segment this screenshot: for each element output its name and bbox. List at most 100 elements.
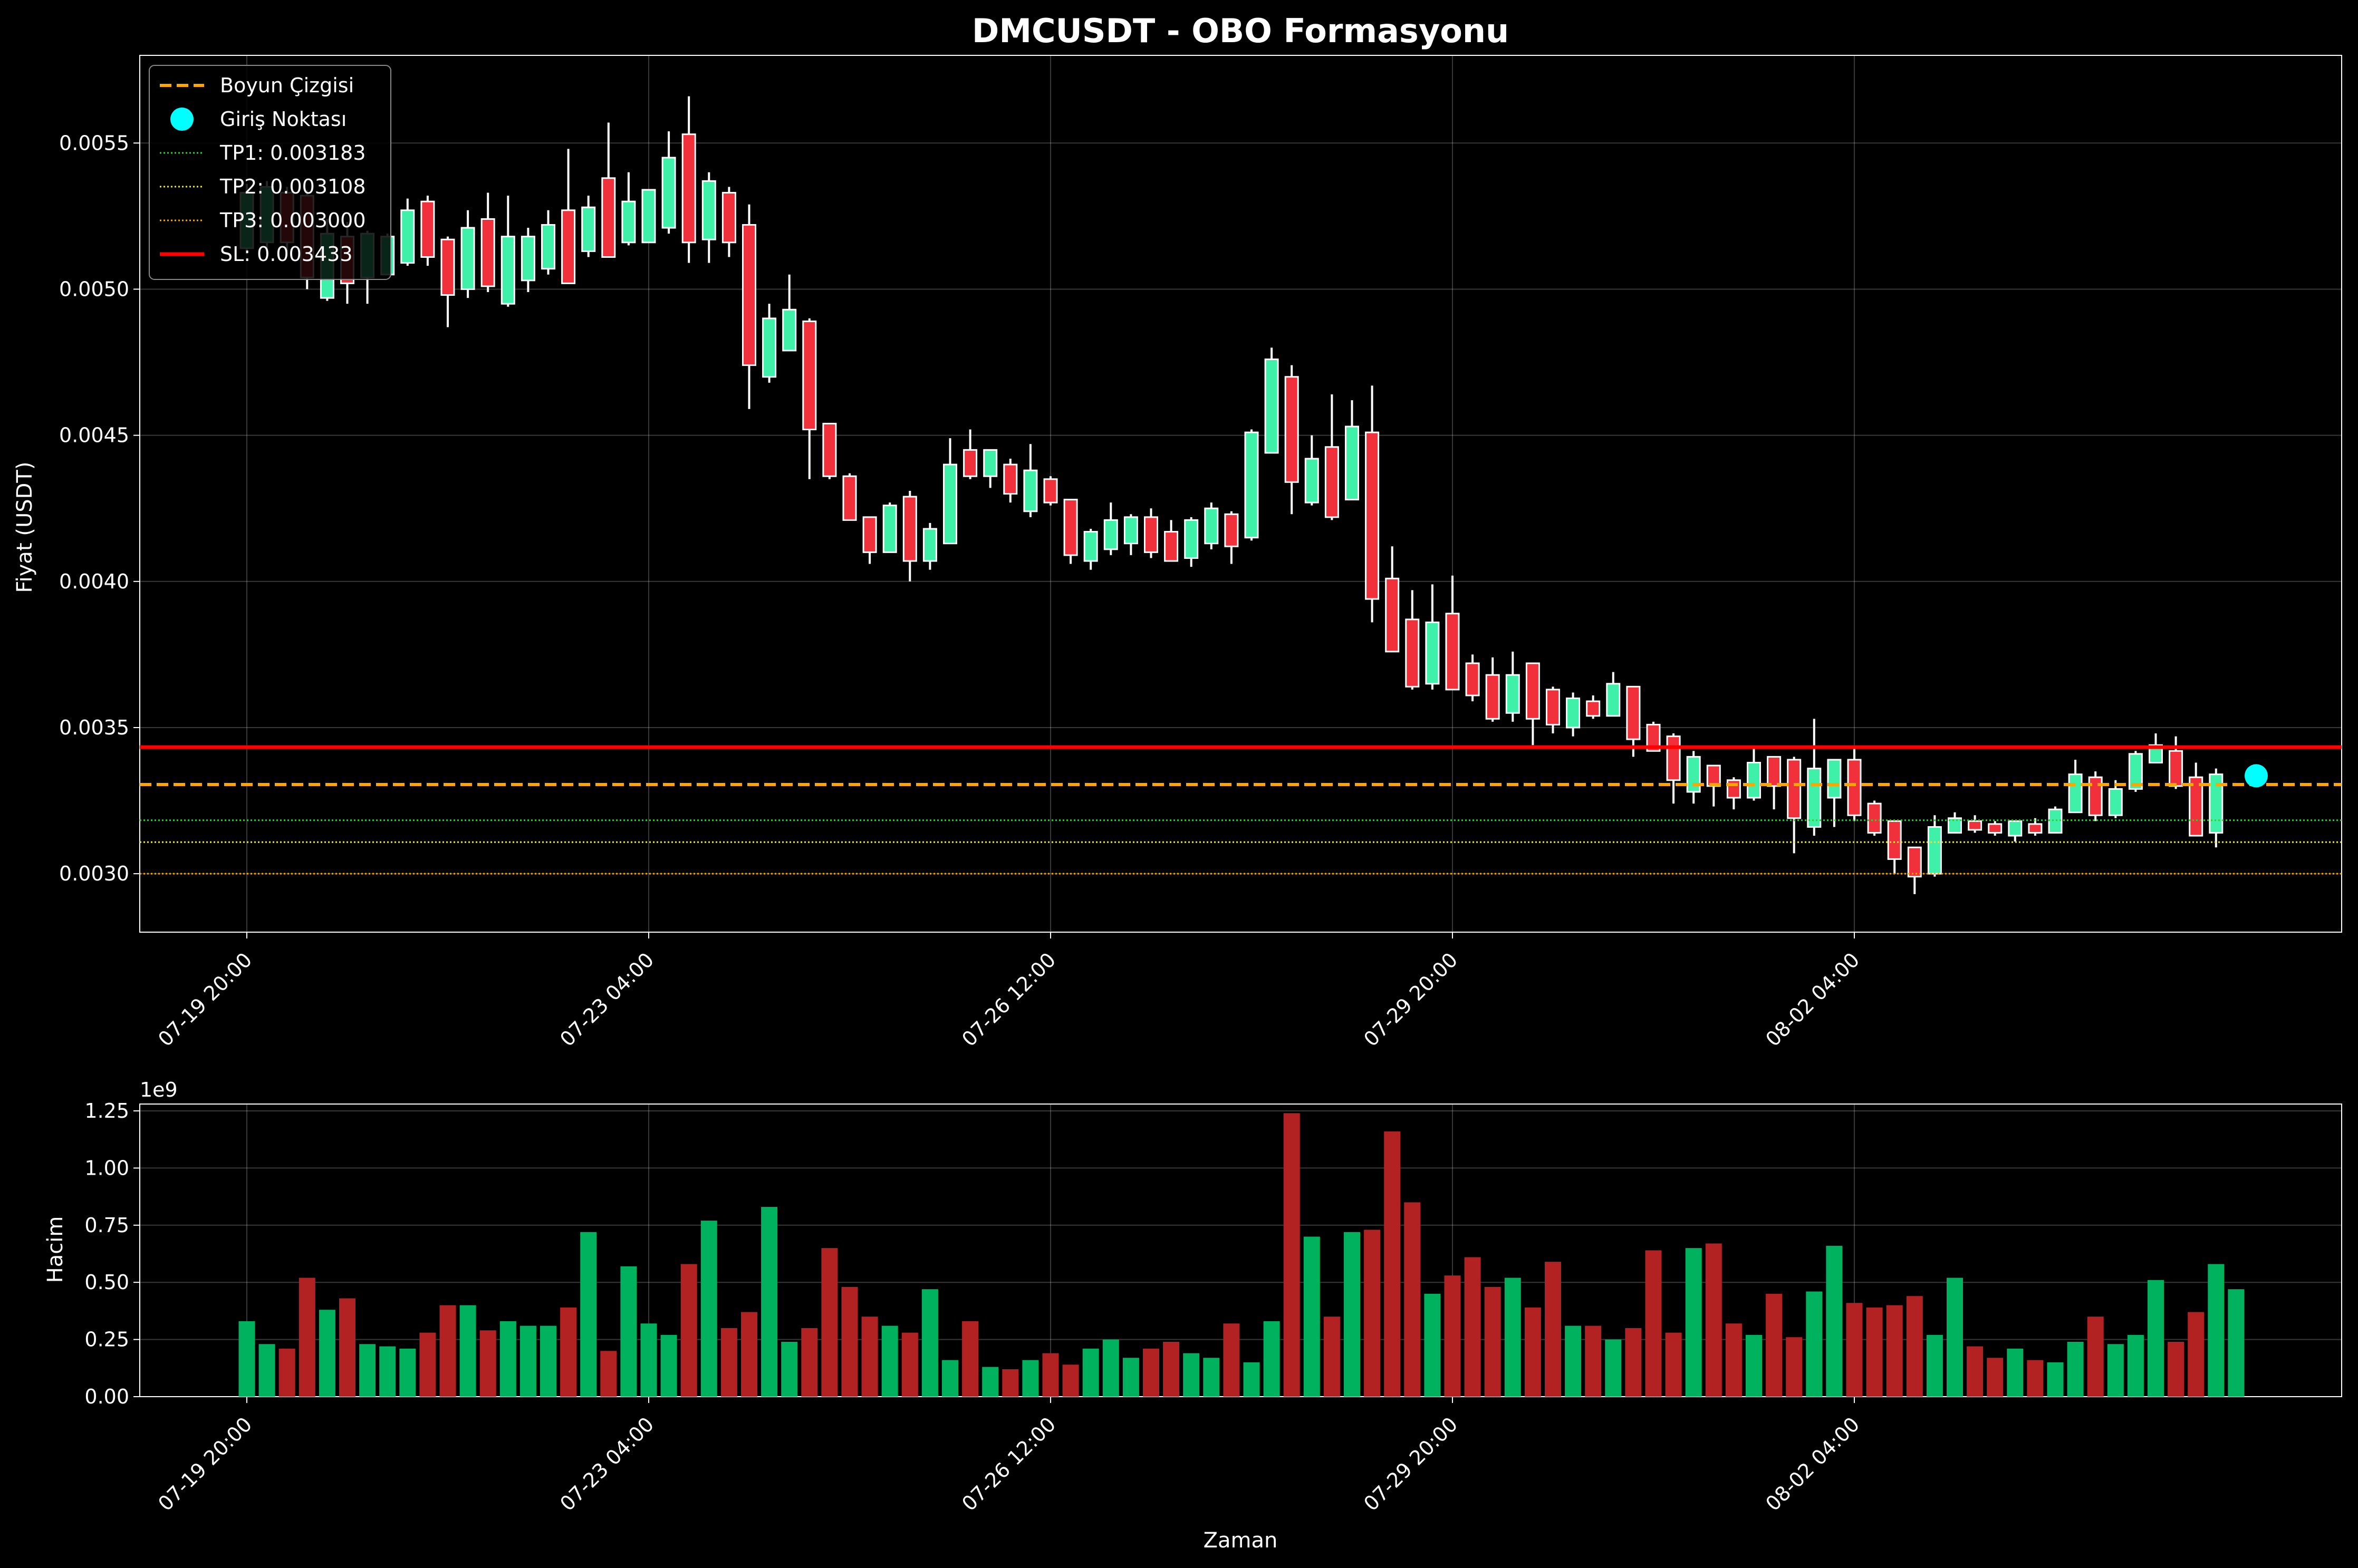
volume-bar-down	[1223, 1323, 1240, 1397]
volume-bar-up	[881, 1325, 898, 1397]
time-axis-label: Zaman	[1204, 1528, 1278, 1553]
volume-ytick-label: 1.25	[84, 1099, 129, 1122]
volume-bar-down	[1384, 1131, 1401, 1397]
volume-bar-up	[2067, 1341, 2084, 1397]
legend-label: TP1: 0.003183	[219, 141, 366, 164]
candle-down	[601, 177, 616, 258]
candle-down	[1465, 662, 1480, 696]
candle-down	[842, 475, 857, 521]
candle-up	[922, 528, 937, 562]
volume-bar-down	[1725, 1323, 1742, 1397]
candle-down	[1405, 618, 1420, 688]
volume-bar-up	[1303, 1236, 1320, 1397]
volume-ytick-label: 0.25	[84, 1328, 129, 1351]
volume-bar-down	[680, 1264, 697, 1397]
candle-down	[480, 218, 495, 287]
volume-bar-down	[1645, 1250, 1662, 1397]
volume-bar-down	[2168, 1341, 2184, 1397]
volume-bar-down	[2188, 1312, 2205, 1397]
candle-down	[1666, 735, 1681, 781]
volume-bar-up	[761, 1207, 778, 1397]
candle-down	[1525, 662, 1540, 720]
candle-up	[460, 227, 475, 290]
candle-up	[1244, 431, 1259, 539]
candle-down	[1787, 759, 1802, 819]
volume-bar-down	[339, 1298, 355, 1397]
volume-bar-up	[1183, 1353, 1200, 1397]
candle-down	[1726, 779, 1741, 799]
volume-ytick-label: 1.00	[84, 1156, 129, 1179]
volume-bar-up	[1203, 1358, 1220, 1397]
volume-bar-up	[1344, 1232, 1360, 1397]
volume-bar-up	[2208, 1264, 2225, 1397]
candle-up	[661, 157, 676, 229]
candle-up	[1807, 768, 1822, 828]
candle-down	[1485, 674, 1500, 720]
legend-marker-dot	[170, 108, 194, 131]
candle-up	[762, 317, 777, 378]
candle-down	[902, 496, 917, 562]
price-ytick-label: 0.0045	[59, 424, 129, 447]
candle-down	[1144, 516, 1158, 553]
volume-bar-up	[781, 1341, 798, 1397]
candle-down	[1887, 820, 1902, 860]
price-ytick-label: 0.0035	[59, 716, 129, 739]
volume-bar-down	[901, 1332, 918, 1397]
candle-up	[581, 206, 596, 252]
volume-bar-down	[1625, 1328, 1642, 1397]
volume-bar-down	[1846, 1303, 1863, 1397]
volume-bar-down	[1323, 1317, 1340, 1397]
volume-bar-down	[720, 1328, 737, 1397]
volume-bar-down	[1364, 1230, 1381, 1397]
volume-bar-down	[1906, 1296, 1923, 1397]
volume-bar-down	[1283, 1113, 1300, 1397]
candle-down	[2088, 776, 2103, 816]
price-panel: 0.00300.00350.00400.00450.00500.005507-1…	[59, 55, 2342, 1051]
candle-down	[1224, 513, 1239, 547]
legend-label: Giriş Noktası	[220, 108, 347, 131]
candle-up	[782, 308, 797, 352]
volume-bar-down	[741, 1312, 757, 1397]
volume-bar-up	[399, 1348, 416, 1397]
volume-bar-up	[1122, 1358, 1139, 1397]
volume-ytick-label: 0.00	[84, 1385, 129, 1408]
candle-down	[1003, 463, 1018, 495]
volume-bar-down	[1464, 1257, 1481, 1397]
legend-label: TP2: 0.003108	[219, 175, 366, 198]
candle-up	[1606, 683, 1621, 717]
candle-down	[802, 320, 817, 431]
candle-down	[1586, 700, 1601, 717]
candle-down	[1626, 685, 1641, 740]
candle-up	[641, 189, 656, 244]
volume-bar-down	[1705, 1243, 1722, 1397]
candle-down	[2169, 750, 2183, 787]
candle-up	[983, 449, 998, 477]
candle-down	[681, 133, 696, 244]
candle-up	[882, 505, 897, 553]
volume-bar-down	[2087, 1317, 2104, 1397]
candle-up	[400, 209, 415, 264]
legend-label: Boyun Çizgisi	[220, 74, 354, 97]
candle-up	[1747, 761, 1761, 799]
candle-up	[501, 236, 515, 305]
candle-down	[2028, 823, 2043, 834]
legend-label: TP3: 0.003000	[219, 209, 366, 232]
candle-down	[1164, 531, 1179, 562]
volume-bar-up	[1565, 1325, 1582, 1397]
volume-bar-up	[359, 1344, 376, 1397]
volume-bar-up	[459, 1305, 476, 1397]
candle-up	[1103, 519, 1118, 550]
volume-bar-down	[1766, 1293, 1783, 1397]
volume-bar-up	[1263, 1321, 1280, 1397]
volume-bar-down	[1545, 1262, 1561, 1397]
price-ytick-label: 0.0055	[59, 131, 129, 154]
candle-down	[1847, 759, 1862, 816]
volume-bar-up	[2127, 1334, 2144, 1397]
volume-bar-down	[278, 1348, 295, 1397]
price-ytick-label: 0.0040	[59, 570, 129, 593]
volume-bar-up	[1504, 1277, 1521, 1397]
volume-bar-up	[1806, 1291, 1823, 1397]
volume-bar-up	[2148, 1280, 2164, 1397]
volume-bar-down	[1444, 1275, 1461, 1397]
